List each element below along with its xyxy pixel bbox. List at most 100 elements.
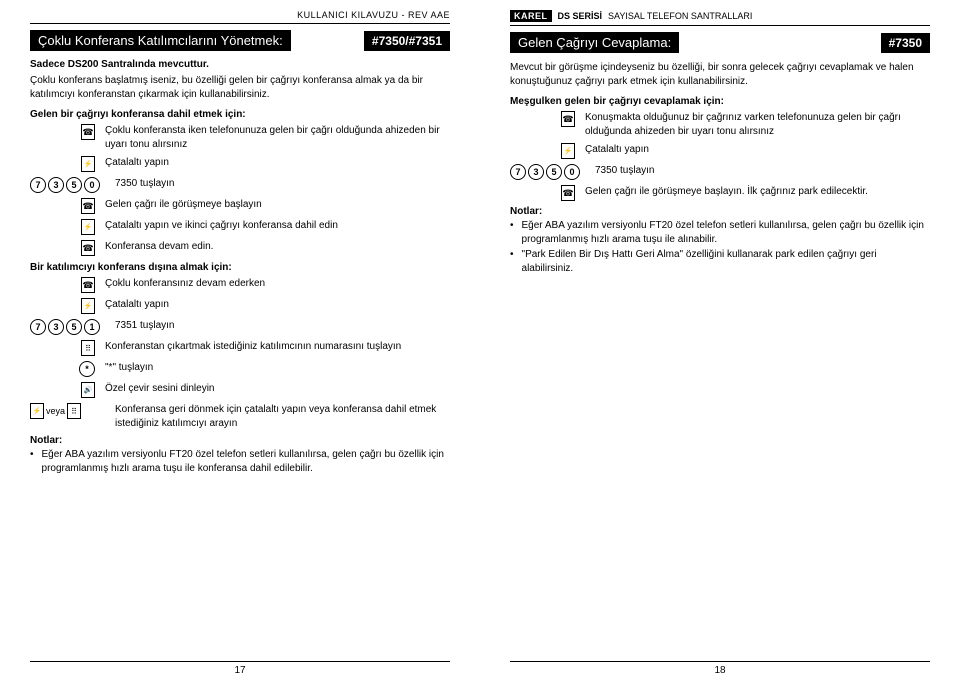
step-icons: [30, 298, 95, 314]
sub1: Gelen bir çağrıyı konferansa dahil etmek…: [30, 109, 450, 120]
note-row: • Eğer ABA yazılım versiyonlu FT20 özel …: [510, 219, 930, 246]
step-row: 7 3 5 0 7350 tuşlayın: [30, 177, 450, 193]
handset-icon: [81, 240, 95, 256]
key-label: 0: [569, 167, 574, 177]
key-label: 0: [89, 180, 94, 190]
step-row: Çatalaltı yapın ve ikinci çağrıyı konfer…: [30, 219, 450, 235]
hook-icon: [81, 156, 95, 172]
step-row: Çatalaltı yapın: [30, 156, 450, 172]
step-row: Gelen çağrı ile görüşmeye başlayın. İlk …: [510, 185, 930, 201]
section-code: #7350/#7351: [364, 31, 450, 51]
key-label: 5: [71, 322, 76, 332]
notlar-label: Notlar:: [510, 206, 930, 217]
handset-icon: [81, 198, 95, 214]
key-7: 7: [510, 164, 526, 180]
page-right: KAREL DS SERİSİ SAYISAL TELEFON SANTRALL…: [480, 0, 960, 686]
handset-icon: [81, 277, 95, 293]
note-row: • "Park Edilen Bir Dış Hattı Geri Alma" …: [510, 248, 930, 275]
step-row: Çoklu konferansınız devam ederken: [30, 277, 450, 293]
handset-icon: [561, 111, 575, 127]
key-label: 5: [551, 167, 556, 177]
step-icons: [510, 185, 575, 201]
step-text: Konuşmakta olduğunuz bir çağrınız varken…: [585, 111, 930, 138]
handset-icon: [81, 124, 95, 140]
step-row: Konuşmakta olduğunuz bir çağrınız varken…: [510, 111, 930, 138]
step-text: Gelen çağrı ile görüşmeye başlayın: [105, 198, 450, 212]
section-title: Çoklu Konferans Katılımcılarını Yönetmek…: [30, 30, 291, 51]
step-icons: 7 3 5 0: [30, 177, 105, 193]
step-text: Konferansa geri dönmek için çatalaltı ya…: [115, 403, 450, 430]
step-row: 7 3 5 0 7350 tuşlayın: [510, 164, 930, 180]
key-label: 7: [35, 322, 40, 332]
header-right: KAREL DS SERİSİ SAYISAL TELEFON SANTRALL…: [510, 10, 930, 26]
hook-icon: [81, 298, 95, 314]
section-code: #7350: [881, 33, 930, 53]
key-label: 3: [533, 167, 538, 177]
step-row: 7 3 5 1 7351 tuşlayın: [30, 319, 450, 335]
keypad-icon: ⠿: [67, 403, 81, 419]
step-row: Çatalaltı yapın: [30, 298, 450, 314]
key-label: 5: [71, 180, 76, 190]
key-label: 7: [35, 180, 40, 190]
step-row: Özel çevir sesini dinleyin: [30, 382, 450, 398]
bullet-icon: •: [30, 448, 34, 475]
speaker-icon: [81, 382, 95, 398]
step-text: Çatalaltı yapın: [105, 298, 450, 312]
step-icons: [30, 219, 95, 235]
step-row: veya ⠿ Konferansa geri dönmek için çatal…: [30, 403, 450, 430]
step-text: Çatalaltı yapın ve ikinci çağrıyı konfer…: [105, 219, 450, 233]
header-bold: DS SERİSİ: [558, 11, 603, 21]
step-row: ⠿ Konferanstan çıkartmak istediğiniz kat…: [30, 340, 450, 356]
step-icons: [30, 198, 95, 214]
step-text: 7350 tuşlayın: [115, 177, 450, 191]
key-7: 7: [30, 177, 46, 193]
veya-text: veya: [46, 406, 65, 416]
key-label: *: [85, 364, 89, 374]
key-5: 5: [66, 177, 82, 193]
step-text: Özel çevir sesini dinleyin: [105, 382, 450, 396]
hook-icon: [81, 219, 95, 235]
step-text: Çatalaltı yapın: [585, 143, 930, 157]
key-5: 5: [546, 164, 562, 180]
page-number: 18: [510, 661, 930, 676]
step-text: 7350 tuşlayın: [595, 164, 930, 178]
section-title-row: Çoklu Konferans Katılımcılarını Yönetmek…: [30, 30, 450, 51]
step-text: Çatalaltı yapın: [105, 156, 450, 170]
step-row: Çatalaltı yapın: [510, 143, 930, 159]
key-0: 0: [564, 164, 580, 180]
key-label: 3: [53, 180, 58, 190]
step-row: * "*" tuşlayın: [30, 361, 450, 377]
step-icons: [30, 156, 95, 172]
page-left: KULLANICI KILAVUZU - REV AAE Çoklu Konfe…: [0, 0, 480, 686]
step-row: Gelen çağrı ile görüşmeye başlayın: [30, 198, 450, 214]
step-text: "*" tuşlayın: [105, 361, 450, 375]
step-icons: [30, 240, 95, 256]
step-icons: ⠿: [30, 340, 95, 356]
handset-icon: [561, 185, 575, 201]
notlar-label: Notlar:: [30, 435, 450, 446]
header-left: KULLANICI KILAVUZU - REV AAE: [30, 10, 450, 24]
step-row: Çoklu konferansta iken telefonunuza gele…: [30, 124, 450, 151]
key-7: 7: [30, 319, 46, 335]
page-number: 17: [30, 661, 450, 676]
step-text: Konferanstan çıkartmak istediğiniz katıl…: [105, 340, 450, 354]
bullet-icon: •: [510, 219, 514, 246]
intro-bold: Sadece DS200 Santralında mevcuttur.: [30, 59, 450, 70]
step-text: 7351 tuşlayın: [115, 319, 450, 333]
hook-icon: [30, 403, 44, 419]
note-row: • Eğer ABA yazılım versiyonlu FT20 özel …: [30, 448, 450, 475]
key-star: *: [79, 361, 95, 377]
hook-icon: [561, 143, 575, 159]
note-text: "Park Edilen Bir Dış Hattı Geri Alma" öz…: [522, 248, 930, 275]
bullet-icon: •: [510, 248, 514, 275]
step-text: Çoklu konferansınız devam ederken: [105, 277, 450, 291]
keypad-icon: ⠿: [81, 340, 95, 356]
step-icons: [30, 124, 95, 140]
step-text: Konferansa devam edin.: [105, 240, 450, 254]
key-3: 3: [528, 164, 544, 180]
section-title-row: Gelen Çağrıyı Cevaplama: #7350: [510, 32, 930, 53]
intro-text: Mevcut bir görüşme içindeyseniz bu özell…: [510, 61, 930, 88]
key-label: 7: [515, 167, 520, 177]
key-label: 3: [53, 322, 58, 332]
key-0: 0: [84, 177, 100, 193]
